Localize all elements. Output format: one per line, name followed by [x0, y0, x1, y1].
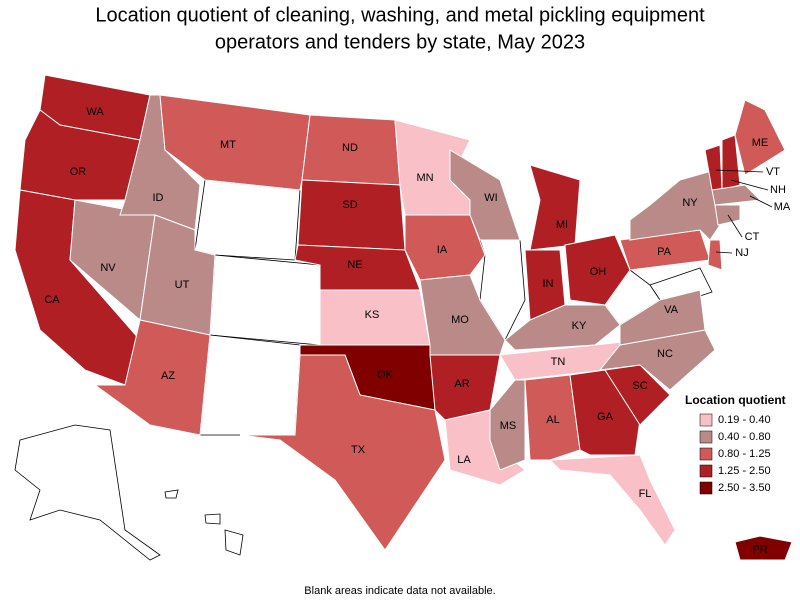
legend-title: Location quotient — [685, 393, 786, 407]
state-shape — [711, 184, 762, 206]
state-label: MT — [220, 139, 236, 151]
state-shape — [619, 289, 706, 346]
state-label: PR — [752, 544, 767, 556]
state-label: SC — [632, 380, 647, 392]
state-shape — [489, 379, 526, 471]
state-label: VA — [664, 304, 679, 316]
state-label: LA — [457, 454, 471, 466]
state-shape — [419, 274, 506, 356]
state-label: ID — [153, 192, 164, 204]
state-shape — [524, 374, 581, 461]
state-label: PA — [657, 246, 672, 258]
state-label: UT — [175, 279, 190, 291]
state-shape — [449, 149, 521, 241]
state-label: ME — [752, 137, 769, 149]
state-label: NE — [347, 259, 362, 271]
legend: 0.19 - 0.40 0.40 - 0.80 0.80 - 1.25 1.25 - … — [699, 413, 771, 495]
leader-line — [749, 195, 773, 208]
legend-swatch — [699, 413, 713, 427]
leader-line — [730, 179, 769, 191]
state-label: OH — [590, 266, 607, 278]
state-shape — [199, 334, 301, 436]
state-label: AL — [546, 414, 559, 426]
state-label: AZ — [161, 370, 175, 382]
state-label: OR — [70, 166, 87, 178]
state-shape — [504, 304, 621, 351]
state-shape — [194, 179, 301, 261]
state-label: IA — [437, 244, 448, 256]
hawaii-shape — [204, 513, 221, 525]
state-shape — [734, 535, 793, 561]
state-label: GA — [597, 411, 614, 423]
state-label: CT — [745, 231, 760, 243]
legend-swatch — [699, 464, 713, 478]
state-shape — [297, 179, 406, 251]
hawaii-shape — [164, 489, 179, 499]
legend-swatch — [699, 447, 713, 461]
alaska-shape — [14, 424, 161, 561]
state-label: MA — [774, 201, 791, 213]
hawaii-shape — [224, 529, 244, 556]
state-label: TN — [551, 356, 566, 368]
state-label: WA — [86, 106, 104, 118]
state-shape — [564, 234, 631, 306]
legend-swatch — [699, 430, 713, 444]
title-line: operators and tenders by state, May 2023 — [215, 31, 585, 53]
state-label: KY — [572, 320, 587, 332]
legend-label: 2.50 - 3.50 — [718, 482, 771, 494]
state-shape — [529, 164, 581, 251]
state-label: ND — [342, 142, 358, 154]
state-label: NY — [682, 197, 698, 209]
legend-label: 0.40 - 0.80 — [718, 431, 771, 443]
state-label: KS — [365, 309, 380, 321]
title-line: Location quotient of cleaning, washing, … — [95, 4, 705, 26]
state-label: OK — [377, 369, 394, 381]
state-label: FL — [639, 488, 652, 500]
footnote: Blank areas indicate data not available. — [304, 585, 495, 597]
state-label: NC — [657, 348, 673, 360]
leader-line — [727, 214, 743, 238]
state-label: MO — [451, 314, 469, 326]
states — [14, 74, 793, 561]
state-label: AR — [454, 378, 469, 390]
state-shape — [734, 99, 786, 176]
state-label: NJ — [735, 247, 748, 259]
state-shape — [629, 169, 721, 241]
state-label: MN — [416, 172, 433, 184]
legend-label: 1.25 - 2.50 — [718, 465, 771, 477]
state-label: SD — [342, 199, 357, 211]
state-label: MS — [500, 420, 517, 432]
legend-swatch — [699, 481, 713, 495]
state-labels: WA OR CA NV ID MT UT AZ ND SD NE KS OK TX MN IA MO AR LA WI… — [44, 106, 791, 556]
state-label: IN — [543, 278, 554, 290]
state-shape — [19, 109, 141, 201]
state-shape — [714, 204, 741, 226]
state-label: MI — [556, 219, 568, 231]
state-label: CA — [44, 294, 60, 306]
state-label: NH — [770, 184, 786, 196]
state-shape — [707, 239, 723, 271]
legend-label: 0.19 - 0.40 — [718, 414, 771, 426]
state-label: WI — [484, 192, 497, 204]
state-label: VT — [766, 166, 780, 178]
state-shape — [548, 454, 676, 546]
state-shape — [721, 134, 741, 191]
leader-line — [715, 251, 733, 254]
legend-label: 0.80 - 1.25 — [718, 448, 771, 460]
state-shape — [209, 254, 321, 346]
leader-line — [715, 169, 764, 173]
state-shape — [239, 354, 446, 551]
state-shape — [93, 319, 211, 436]
state-label: TX — [351, 444, 366, 456]
state-label: NV — [100, 262, 116, 274]
